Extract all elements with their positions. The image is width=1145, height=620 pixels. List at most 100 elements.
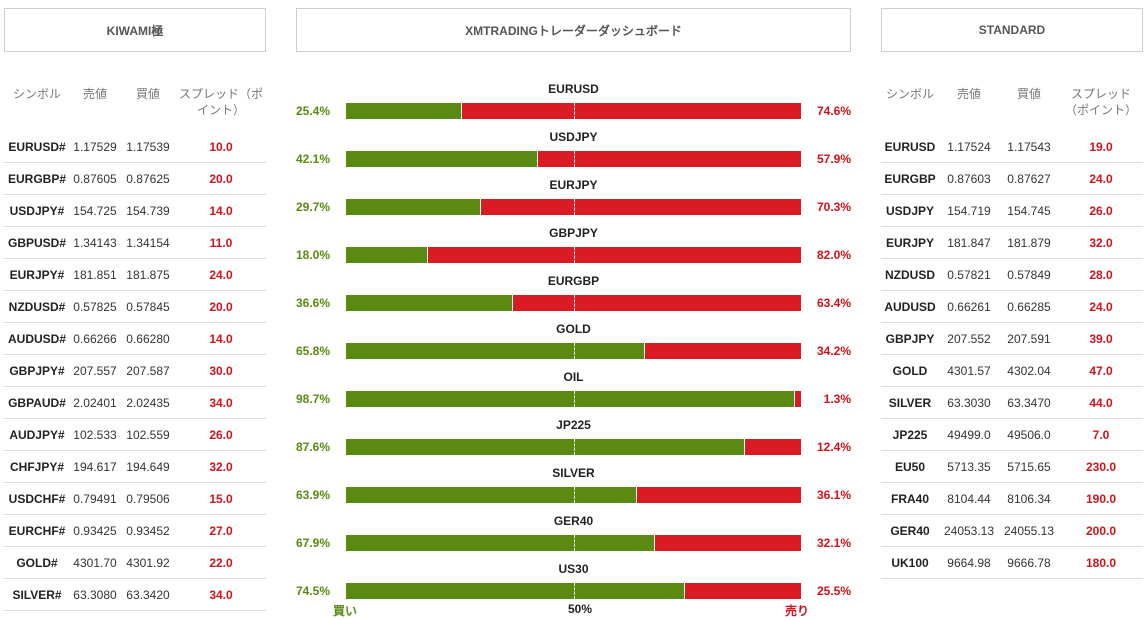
- sentiment-buy-fill: [346, 487, 637, 503]
- standard-cell-symbol: UK100: [881, 546, 939, 579]
- sentiment-buy-fill: [346, 295, 513, 311]
- kiwami-table-row: EURJPY# 181.851 181.875 24.0: [4, 258, 266, 291]
- sentiment-symbol: SILVER: [552, 466, 595, 480]
- standard-cell-spread: 200.0: [1059, 514, 1143, 547]
- standard-cell-spread: 190.0: [1059, 482, 1143, 515]
- standard-cell-ask: 181.879: [999, 226, 1059, 259]
- standard-cell-spread: 180.0: [1059, 546, 1143, 579]
- kiwami-table-row: EURCHF# 0.93425 0.93452 27.0: [4, 514, 266, 547]
- kiwami-cell-ask: 4301.92: [120, 546, 176, 579]
- kiwami-cell-spread: 30.0: [176, 354, 266, 387]
- kiwami-cell-bid: 0.93425: [70, 514, 120, 547]
- standard-cell-ask: 0.87627: [999, 162, 1059, 195]
- sentiment-bar: [346, 535, 801, 551]
- standard-cell-bid: 1.17524: [939, 131, 999, 163]
- standard-cell-bid: 0.66261: [939, 290, 999, 323]
- kiwami-table-body: EURUSD# 1.17529 1.17539 10.0 EURGBP# 0.87605 0…: [4, 131, 266, 611]
- kiwami-cell-ask: 207.587: [120, 354, 176, 387]
- standard-cell-symbol: EU50: [881, 450, 939, 483]
- sentiment-row: JP225 87.6% 12.4%: [296, 414, 851, 458]
- sentiment-bar: [346, 199, 801, 215]
- sentiment-symbol: EURGBP: [547, 274, 600, 288]
- standard-cell-symbol: FRA40: [881, 482, 939, 515]
- sentiment-symbol: GBPJPY: [549, 226, 598, 240]
- standard-table-row: JP225 49499.0 49506.0 7.0: [881, 418, 1143, 451]
- kiwami-cell-bid: 0.79491: [70, 482, 120, 515]
- sentiment-sell-percent: 12.4%: [816, 440, 851, 454]
- standard-cell-bid: 207.552: [939, 322, 999, 355]
- standard-table-row: EURJPY 181.847 181.879 32.0: [881, 226, 1143, 259]
- footer-mid-label: 50%: [567, 602, 593, 616]
- standard-cell-symbol: EURJPY: [881, 226, 939, 259]
- sentiment-buy-fill: [346, 391, 796, 407]
- standard-cell-bid: 63.3030: [939, 386, 999, 419]
- standard-cell-ask: 24055.13: [999, 514, 1059, 547]
- sentiment-row: OIL 98.7% 1.3%: [296, 366, 851, 410]
- standard-cell-spread: 19.0: [1059, 131, 1143, 163]
- kiwami-cell-symbol: AUDUSD#: [4, 322, 70, 355]
- standard-header-spread: スプレッド（ポイント）: [1064, 87, 1137, 117]
- standard-cell-bid: 154.719: [939, 194, 999, 227]
- kiwami-cell-symbol: EURUSD#: [4, 131, 70, 163]
- standard-cell-symbol: JP225: [881, 418, 939, 451]
- kiwami-cell-bid: 0.66266: [70, 322, 120, 355]
- tab-trader-dashboard[interactable]: XMTRADINGトレーダーダッシュボード: [296, 8, 851, 52]
- sentiment-row: US30 74.5% 25.5%: [296, 558, 851, 602]
- standard-header-ask: 買値: [1016, 87, 1041, 101]
- kiwami-cell-ask: 181.875: [120, 258, 176, 291]
- standard-cell-spread: 24.0: [1059, 290, 1143, 323]
- sentiment-buy-fill: [346, 343, 646, 359]
- sentiment-buy-fill: [346, 199, 482, 215]
- standard-cell-ask: 4302.04: [999, 354, 1059, 387]
- standard-cell-ask: 1.17543: [999, 131, 1059, 163]
- standard-cell-spread: 47.0: [1059, 354, 1143, 387]
- kiwami-cell-ask: 2.02435: [120, 386, 176, 419]
- kiwami-table-row: SILVER# 63.3080 63.3420 34.0: [4, 578, 266, 611]
- kiwami-table-row: EURGBP# 0.87605 0.87625 20.0: [4, 162, 266, 195]
- kiwami-cell-spread: 34.0: [176, 578, 266, 611]
- standard-header-row: シンボル 売値 買値 スプレッド（ポイント）: [881, 78, 1143, 131]
- standard-table-row: USDJPY 154.719 154.745 26.0: [881, 194, 1143, 227]
- sentiment-sell-percent: 36.1%: [816, 488, 851, 502]
- sentiment-row: GBPJPY 18.0% 82.0%: [296, 222, 851, 266]
- kiwami-cell-symbol: USDCHF#: [4, 482, 70, 515]
- sentiment-buy-fill: [346, 535, 655, 551]
- standard-cell-ask: 8106.34: [999, 482, 1059, 515]
- kiwami-cell-symbol: GBPUSD#: [4, 226, 70, 259]
- kiwami-table-row: AUDUSD# 0.66266 0.66280 14.0: [4, 322, 266, 355]
- kiwami-table-row: AUDJPY# 102.533 102.559 26.0: [4, 418, 266, 451]
- sentiment-buy-percent: 36.6%: [296, 296, 331, 310]
- kiwami-table-row: GBPJPY# 207.557 207.587 30.0: [4, 354, 266, 387]
- standard-cell-spread: 44.0: [1059, 386, 1143, 419]
- standard-cell-ask: 0.66285: [999, 290, 1059, 323]
- standard-panel: シンボル 売値 買値 スプレッド（ポイント） EURUSD 1.17524 1.17…: [881, 78, 1143, 579]
- kiwami-quote-table: シンボル 売値 買値 スプレッド（ポイント） EURUSD# 1.17529 1.1…: [4, 78, 266, 611]
- standard-cell-symbol: EURGBP: [881, 162, 939, 195]
- kiwami-cell-bid: 154.725: [70, 194, 120, 227]
- standard-table-row: GER40 24053.13 24055.13 200.0: [881, 514, 1143, 547]
- sentiment-midline: [573, 391, 575, 407]
- kiwami-cell-spread: 24.0: [176, 258, 266, 291]
- kiwami-cell-spread: 22.0: [176, 546, 266, 579]
- sentiment-bar: [346, 295, 801, 311]
- standard-table-row: GBPJPY 207.552 207.591 39.0: [881, 322, 1143, 355]
- sentiment-sell-percent: 74.6%: [816, 104, 851, 118]
- standard-cell-symbol: GOLD: [881, 354, 939, 387]
- sentiment-row: GER40 67.9% 32.1%: [296, 510, 851, 554]
- standard-cell-symbol: NZDUSD: [881, 258, 939, 291]
- sentiment-midline: [573, 295, 575, 311]
- kiwami-cell-bid: 194.617: [70, 450, 120, 483]
- kiwami-cell-ask: 194.649: [120, 450, 176, 483]
- tab-standard-label: STANDARD: [978, 23, 1046, 37]
- sentiment-bar: [346, 151, 801, 167]
- tab-kiwami[interactable]: KIWAMI極: [4, 8, 266, 52]
- kiwami-cell-symbol: EURCHF#: [4, 514, 70, 547]
- standard-cell-bid: 9664.98: [939, 546, 999, 579]
- sentiment-bar: [346, 103, 801, 119]
- sentiment-midline: [573, 247, 575, 263]
- tab-standard[interactable]: STANDARD: [881, 8, 1143, 52]
- sentiment-midline: [573, 439, 575, 455]
- kiwami-cell-spread: 20.0: [176, 162, 266, 195]
- sentiment-midline: [573, 199, 575, 215]
- sentiment-buy-percent: 18.0%: [296, 248, 331, 262]
